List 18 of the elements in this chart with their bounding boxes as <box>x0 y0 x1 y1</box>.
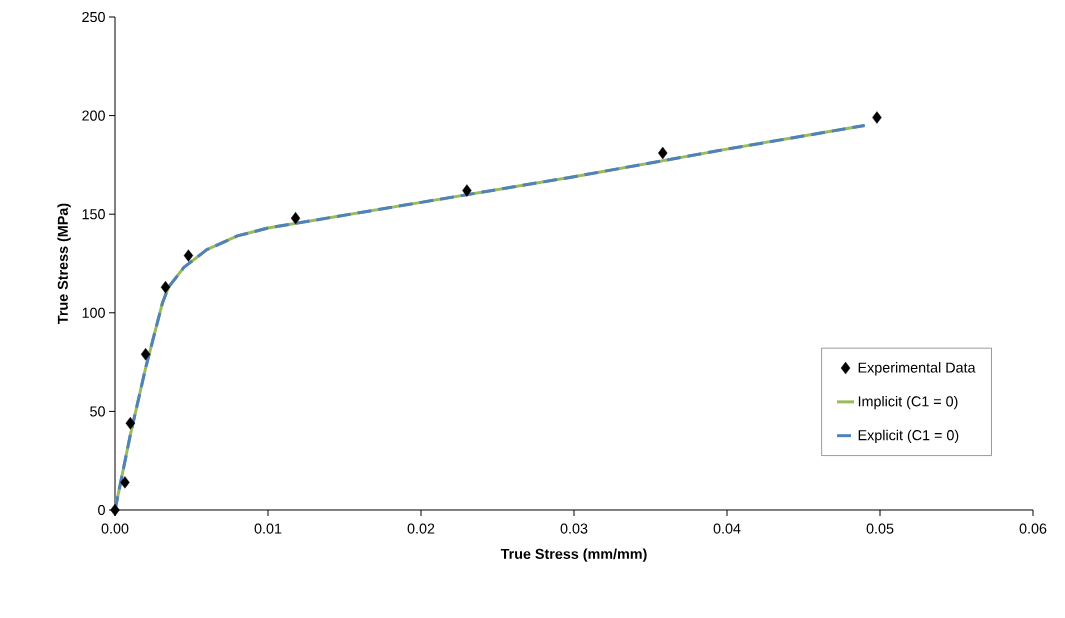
x-tick-label: 0.04 <box>713 523 741 534</box>
x-tick-label: 0.03 <box>560 523 588 534</box>
x-tick-label: 0.02 <box>407 523 435 534</box>
x-tick-label: 0.00 <box>101 523 129 534</box>
y-tick-label: 0 <box>98 504 105 516</box>
legend-label: Explicit (C1 = 0) <box>858 429 959 444</box>
y-tick-label: 100 <box>82 307 105 318</box>
x-axis-title: True Stress (mm/mm) <box>500 548 647 562</box>
x-tick-label: 0.06 <box>1019 523 1047 534</box>
legend-label: Experimental Data <box>858 362 976 376</box>
y-tick-label: 150 <box>82 209 105 220</box>
y-tick-label: 250 <box>82 11 105 23</box>
x-tick-label: 0.05 <box>866 523 894 534</box>
y-tick-label: 50 <box>90 406 105 417</box>
y-tick-label: 200 <box>82 110 105 121</box>
x-tick-label: 0.01 <box>254 523 282 534</box>
y-axis-title: True Stress (MPa) <box>57 203 71 324</box>
legend-label: Implicit (C1 = 0) <box>858 395 958 410</box>
